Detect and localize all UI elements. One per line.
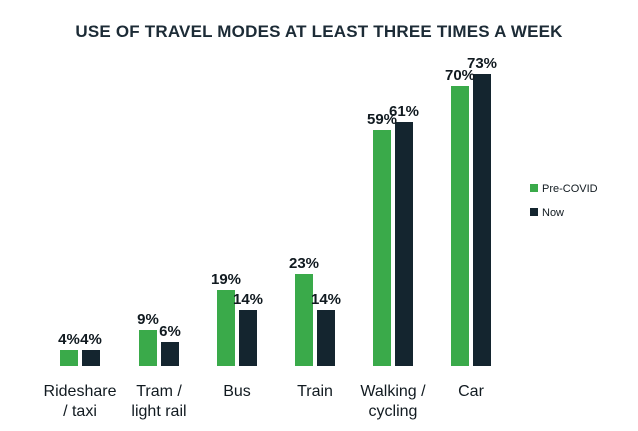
value-label: 14%	[311, 291, 341, 308]
value-label: 59%	[367, 111, 397, 128]
bar-precovid-5	[451, 86, 469, 366]
value-label: 61%	[389, 103, 419, 120]
value-label: 23%	[289, 255, 319, 272]
legend: Pre-COVID Now	[530, 183, 598, 219]
bar-now-1	[161, 342, 179, 366]
bar-precovid-2	[217, 290, 235, 366]
bars-layer	[60, 74, 491, 366]
bar-now-3	[317, 310, 335, 366]
value-label: 70%	[445, 67, 475, 84]
bar-now-5	[473, 74, 491, 366]
value-label: 4%	[80, 331, 102, 348]
bar-precovid-0	[60, 350, 78, 366]
legend-swatch-precovid	[530, 184, 538, 192]
category-label: Car	[458, 383, 484, 400]
bar-now-4	[395, 122, 413, 366]
category-label: Rideshare	[44, 383, 117, 400]
category-label: light rail	[131, 403, 186, 420]
category-label: Train	[297, 383, 333, 400]
value-labels-layer: 4% 4% 9%6% 19% 14% 23% 14% 59%61% 70%73%	[58, 55, 497, 348]
category-label: cycling	[369, 403, 418, 420]
bar-precovid-4	[373, 130, 391, 366]
value-label: 6%	[159, 323, 181, 340]
chart-title: USE OF TRAVEL MODES AT LEAST THREE TIMES…	[75, 22, 563, 41]
category-label: Tram /	[136, 383, 182, 400]
category-label: Bus	[223, 383, 251, 400]
legend-swatch-now	[530, 208, 538, 216]
value-label: 14%	[233, 291, 263, 308]
bar-now-0	[82, 350, 100, 366]
value-label: 9%	[137, 311, 159, 328]
legend-label-precovid: Pre-COVID	[542, 183, 598, 195]
category-labels-layer: Rideshare / taxi Tram / light rail Bus Train W…	[44, 383, 485, 420]
legend-label-now: Now	[542, 207, 564, 219]
value-label: 19%	[211, 271, 241, 288]
category-label: / taxi	[63, 403, 97, 420]
bar-precovid-1	[139, 330, 157, 366]
value-label: 73%	[467, 55, 497, 72]
bar-precovid-3	[295, 274, 313, 366]
bar-now-2	[239, 310, 257, 366]
category-label: Walking /	[360, 383, 426, 400]
value-label: 4%	[58, 331, 80, 348]
